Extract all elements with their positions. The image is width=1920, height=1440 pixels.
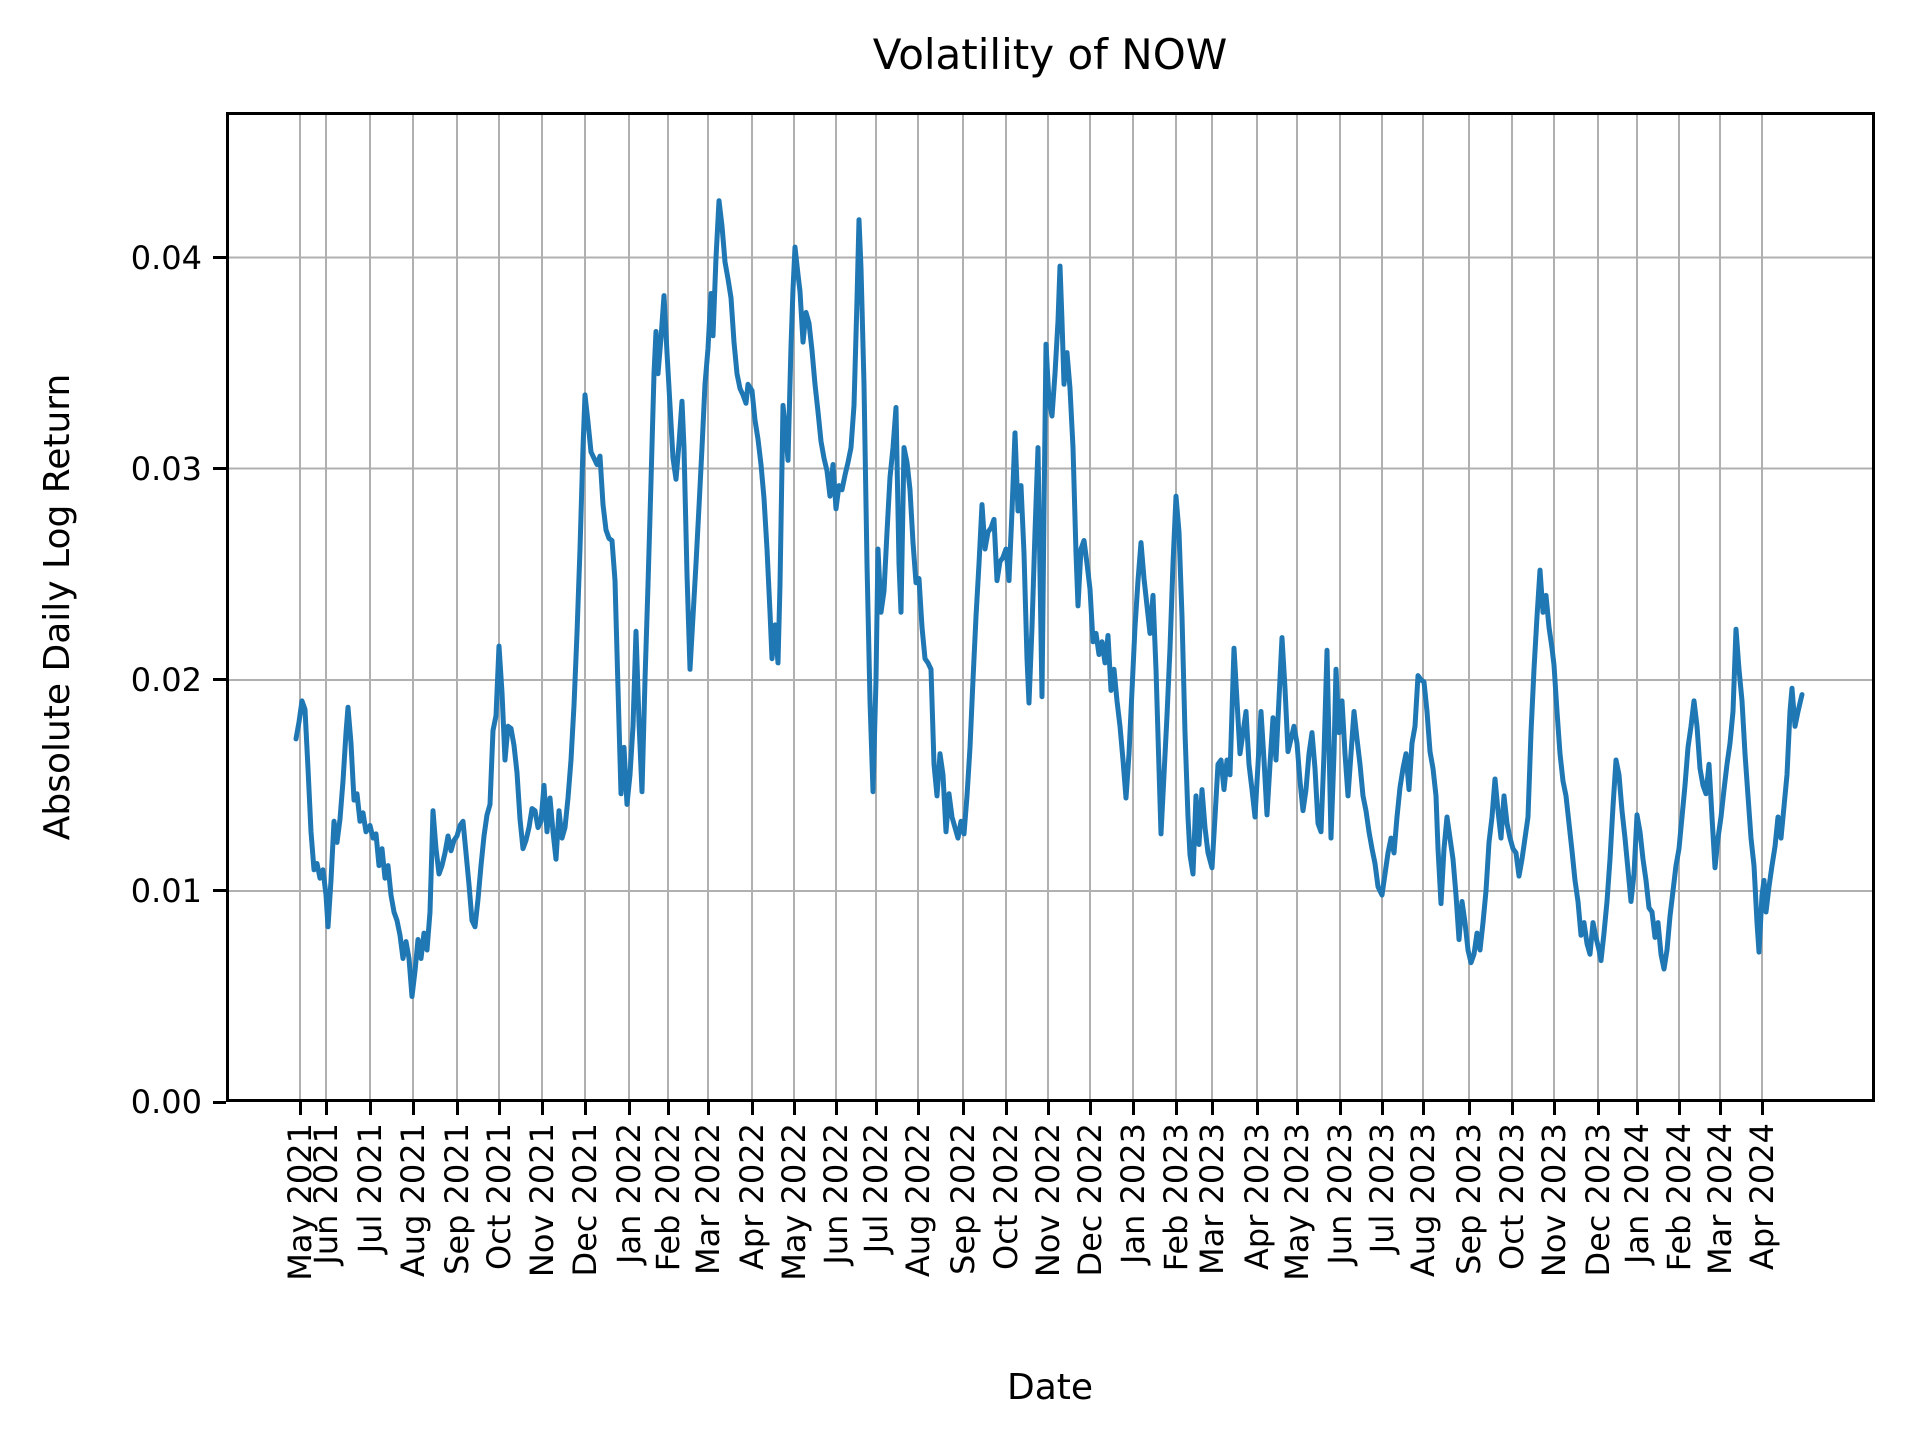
y-tick-mark [213, 889, 226, 893]
x-tick-label: Sep 2021 [438, 1123, 476, 1275]
x-tick-label: Sep 2023 [1450, 1123, 1488, 1275]
x-tick-label: Nov 2021 [523, 1123, 561, 1278]
x-tick-mark [324, 1102, 328, 1115]
x-tick-label: Sep 2022 [944, 1123, 982, 1275]
x-tick-label: Oct 2023 [1493, 1123, 1531, 1270]
x-tick-label: Feb 2024 [1660, 1123, 1698, 1272]
x-tick-mark [1174, 1102, 1178, 1115]
x-tick-mark [1421, 1102, 1425, 1115]
x-tick-mark [834, 1102, 838, 1115]
x-tick-mark [706, 1102, 710, 1115]
x-tick-mark [1210, 1102, 1214, 1115]
x-tick-mark [627, 1102, 631, 1115]
x-tick-mark [1046, 1102, 1050, 1115]
x-tick-mark [1467, 1102, 1471, 1115]
x-tick-mark [1718, 1102, 1722, 1115]
y-tick-mark [213, 256, 226, 260]
x-tick-mark [1380, 1102, 1384, 1115]
x-tick-mark [916, 1102, 920, 1115]
y-tick-mark [213, 467, 226, 471]
y-tick-label: 0.00 [130, 1083, 202, 1121]
x-tick-mark [411, 1102, 415, 1115]
x-tick-label: Dec 2023 [1579, 1123, 1617, 1277]
x-tick-mark [1088, 1102, 1092, 1115]
x-tick-mark [1338, 1102, 1342, 1115]
x-tick-mark [455, 1102, 459, 1115]
x-tick-label: Dec 2022 [1071, 1123, 1109, 1277]
x-tick-label: Mar 2023 [1193, 1123, 1231, 1275]
x-tick-label: Aug 2022 [899, 1123, 937, 1278]
x-tick-label: Mar 2024 [1701, 1123, 1739, 1275]
x-tick-label: Nov 2022 [1029, 1123, 1067, 1278]
x-tick-mark [961, 1102, 965, 1115]
plot-area [226, 112, 1875, 1102]
series-group [293, 198, 1805, 999]
x-tick-mark [1635, 1102, 1639, 1115]
x-tick-label: Apr 2023 [1238, 1123, 1276, 1270]
x-tick-label: May 2022 [775, 1123, 813, 1281]
x-tick-mark [750, 1102, 754, 1115]
x-tick-mark [1677, 1102, 1681, 1115]
y-tick-mark [213, 1100, 226, 1104]
x-tick-label: Dec 2021 [566, 1123, 604, 1277]
x-tick-label: Jun 2022 [817, 1123, 855, 1265]
x-tick-label: Jan 2022 [610, 1123, 648, 1264]
x-tick-mark [874, 1102, 878, 1115]
x-tick-label: Apr 2024 [1743, 1123, 1781, 1270]
x-tick-mark [497, 1102, 501, 1115]
plot-border [226, 112, 1875, 1102]
x-tick-mark [666, 1102, 670, 1115]
x-tick-mark [540, 1102, 544, 1115]
x-tick-mark [1131, 1102, 1135, 1115]
x-tick-label: Oct 2022 [987, 1123, 1025, 1270]
gridlines [226, 112, 1875, 1102]
x-tick-mark [298, 1102, 302, 1115]
x-tick-label: Jul 2023 [1363, 1123, 1401, 1254]
x-axis-label: Date [1006, 1367, 1094, 1408]
x-tick-label: Mar 2022 [689, 1123, 727, 1275]
y-tick-label: 0.04 [130, 238, 202, 277]
x-tick-label: Jun 2023 [1321, 1123, 1359, 1265]
x-tick-label: Jan 2024 [1618, 1123, 1656, 1264]
x-tick-mark [1552, 1102, 1556, 1115]
x-tick-label: Apr 2022 [733, 1123, 771, 1270]
y-tick-label: 0.01 [130, 871, 202, 910]
x-tick-mark [1295, 1102, 1299, 1115]
x-tick-mark [1596, 1102, 1600, 1115]
x-tick-label: Jan 2023 [1114, 1123, 1152, 1264]
series-line [293, 198, 1805, 999]
x-tick-mark [368, 1102, 372, 1115]
x-tick-label: May 2023 [1278, 1123, 1316, 1281]
x-tick-mark [1004, 1102, 1008, 1115]
y-tick-label: 0.02 [130, 660, 202, 699]
x-tick-label: Nov 2023 [1535, 1123, 1573, 1278]
y-tick-label: 0.03 [130, 449, 202, 488]
x-tick-label: Jul 2022 [857, 1123, 895, 1254]
x-tick-mark [583, 1102, 587, 1115]
x-tick-label: Feb 2022 [649, 1123, 687, 1272]
chart-title: Volatility of NOW [872, 30, 1228, 79]
x-tick-label: Jul 2021 [351, 1123, 389, 1254]
plot-svg [226, 112, 1875, 1102]
x-tick-label: Oct 2021 [480, 1123, 518, 1270]
x-tick-mark [1255, 1102, 1259, 1115]
x-tick-mark [1760, 1102, 1764, 1115]
y-axis-label: Absolute Daily Log Return [37, 373, 79, 841]
y-tick-mark [213, 678, 226, 682]
x-tick-label: Feb 2023 [1157, 1123, 1195, 1272]
x-tick-mark [1510, 1102, 1514, 1115]
x-tick-label: Aug 2023 [1404, 1123, 1442, 1278]
x-tick-mark [792, 1102, 796, 1115]
x-tick-label: Jun 2021 [307, 1123, 345, 1265]
x-tick-label: Aug 2021 [394, 1123, 432, 1278]
